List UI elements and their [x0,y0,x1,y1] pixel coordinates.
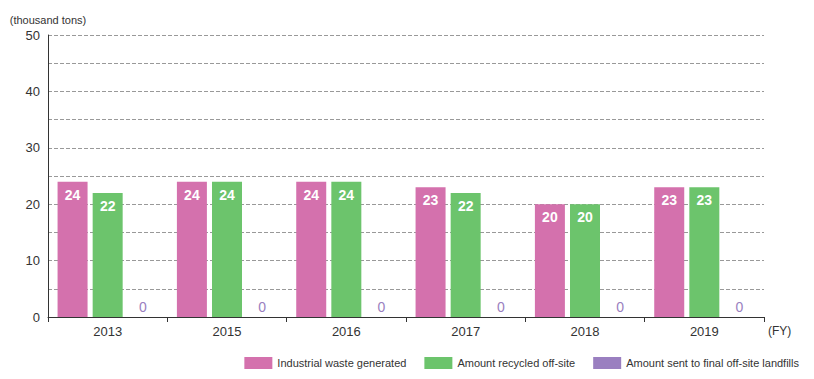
svg-text:2019: 2019 [690,324,719,339]
svg-text:23: 23 [661,192,677,208]
svg-text:23: 23 [423,192,439,208]
svg-text:23: 23 [697,192,713,208]
svg-text:0: 0 [33,310,40,325]
svg-text:22: 22 [458,198,474,214]
svg-text:24: 24 [339,187,355,203]
svg-text:2018: 2018 [571,324,600,339]
svg-text:30: 30 [26,140,40,155]
svg-text:0: 0 [139,299,147,315]
svg-text:0: 0 [378,299,386,315]
svg-text:2015: 2015 [213,324,242,339]
svg-text:Amount recycled off-site: Amount recycled off-site [457,357,575,369]
svg-text:0: 0 [258,299,266,315]
svg-text:40: 40 [26,84,40,99]
svg-text:(FY): (FY) [768,324,791,338]
svg-text:0: 0 [616,299,624,315]
svg-text:Industrial waste generated: Industrial waste generated [277,357,406,369]
svg-text:22: 22 [100,198,116,214]
svg-text:(thousand tons): (thousand tons) [10,14,86,26]
svg-text:Amount sent to final off-site: Amount sent to final off-site landfills [626,357,799,369]
svg-text:50: 50 [26,28,40,43]
svg-text:20: 20 [26,197,40,212]
svg-text:0: 0 [497,299,505,315]
svg-text:10: 10 [26,253,40,268]
svg-text:0: 0 [736,299,744,315]
svg-text:24: 24 [219,187,235,203]
svg-text:24: 24 [184,187,200,203]
svg-text:2013: 2013 [93,324,122,339]
svg-text:20: 20 [577,209,593,225]
svg-text:24: 24 [303,187,319,203]
svg-text:24: 24 [65,187,81,203]
svg-text:2017: 2017 [451,324,480,339]
svg-text:2016: 2016 [332,324,361,339]
svg-text:20: 20 [542,209,558,225]
